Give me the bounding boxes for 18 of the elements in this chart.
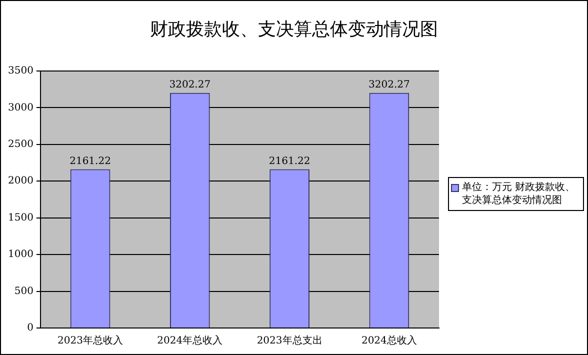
data-label: 3202.27 bbox=[368, 79, 410, 90]
x-tick-label: 2024总收入 bbox=[361, 334, 417, 347]
y-tick-label: 500 bbox=[14, 286, 34, 297]
y-tick-label: 0 bbox=[27, 322, 34, 334]
y-tick-label: 2500 bbox=[8, 139, 34, 150]
x-tick-label: 2023年总收入 bbox=[58, 334, 123, 347]
y-tick-label: 1500 bbox=[8, 212, 34, 224]
chart-title: 财政拨款收、支决算总体变动情况图 bbox=[149, 18, 439, 41]
y-tick-label: 3000 bbox=[8, 102, 34, 114]
y-tick-label: 2000 bbox=[8, 176, 34, 187]
data-label: 2161.22 bbox=[70, 156, 111, 167]
x-tick-label: 2024年总收入 bbox=[157, 334, 223, 347]
legend-label: 单位：万元 财政拨款收、支决算总体变动情况图 bbox=[462, 181, 576, 207]
data-label: 2161.22 bbox=[268, 156, 310, 167]
x-tick-label: 2023年总支出 bbox=[256, 334, 322, 347]
y-tick-label: 1000 bbox=[8, 249, 34, 260]
data-label: 3202.27 bbox=[169, 79, 211, 90]
y-tick-label: 3500 bbox=[8, 66, 34, 77]
